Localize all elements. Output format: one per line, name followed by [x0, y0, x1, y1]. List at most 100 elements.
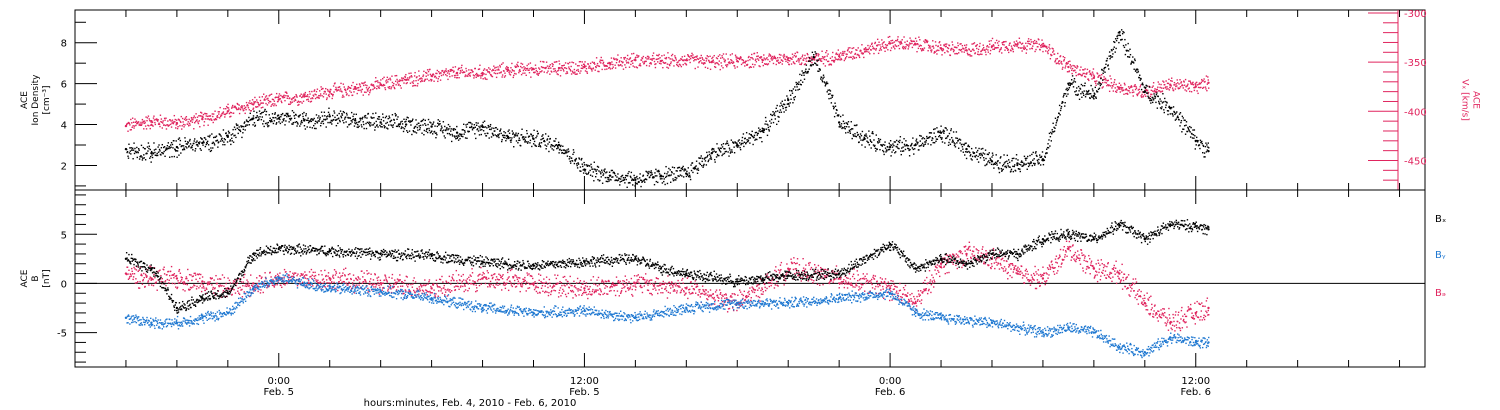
density-series-dot	[233, 135, 235, 137]
density-series-dot	[711, 147, 714, 150]
density-series-dot	[419, 127, 421, 129]
density-series-dot	[567, 151, 569, 153]
density-series-dot	[1099, 84, 1102, 87]
density-series-dot	[617, 173, 619, 175]
density-series-dot	[1187, 127, 1190, 130]
density-series-dot	[1143, 86, 1146, 88]
density-series-dot	[168, 147, 170, 150]
density-series-dot	[580, 170, 582, 172]
density-series-dot	[901, 141, 903, 144]
vx-series-dot	[892, 42, 894, 44]
vx-series-dot	[689, 61, 691, 64]
density-series-dot	[1033, 158, 1035, 160]
density-series-dot	[690, 169, 693, 172]
density-series-dot	[386, 121, 389, 124]
vx-series-dot	[1026, 45, 1028, 47]
density-series-dot	[918, 145, 921, 147]
vx-series-dot	[621, 65, 623, 67]
density-series-dot	[1165, 101, 1168, 103]
density-series-dot	[711, 149, 713, 151]
vx-series-dot	[778, 53, 781, 56]
bz-series-dot	[160, 275, 162, 277]
vx-series-dot	[413, 80, 415, 82]
vx-series-dot	[206, 115, 209, 118]
bz-series-dot	[182, 288, 184, 291]
vx-series-dot	[635, 66, 638, 68]
vx-series-dot	[319, 90, 321, 92]
density-series-dot	[999, 157, 1002, 159]
vx-series-dot	[882, 45, 884, 47]
bz-series-dot	[159, 269, 161, 271]
vx-series-dot	[434, 75, 437, 78]
vx-series-dot	[524, 72, 526, 74]
vx-series-dot	[307, 100, 310, 102]
vx-series-dot	[363, 82, 365, 84]
density-series-dot	[847, 131, 849, 134]
density-series-dot	[602, 173, 605, 175]
density-series-dot	[127, 157, 130, 159]
density-series-dot	[891, 151, 893, 153]
density-series-dot	[263, 120, 265, 122]
vx-series-dot	[594, 66, 597, 68]
vx-series-dot	[432, 73, 434, 75]
density-series-dot	[1087, 90, 1090, 93]
vx-series-dot	[156, 120, 159, 122]
density-series-dot	[1165, 104, 1167, 106]
vx-series-dot	[725, 53, 727, 55]
density-series-dot	[315, 114, 318, 116]
density-series-dot	[708, 151, 710, 153]
vx-series-dot	[467, 73, 470, 76]
density-series-dot	[1111, 49, 1113, 52]
vx-series-point	[1118, 86, 1121, 89]
density-series-dot	[621, 174, 624, 177]
vx-series-point	[1067, 65, 1070, 69]
vx-series-dot	[325, 93, 327, 95]
density-series-dot	[702, 164, 705, 167]
density-series-dot	[1135, 68, 1138, 70]
bz-series-dot	[131, 270, 133, 273]
vx-series-dot	[877, 44, 879, 46]
vx-series-dot	[891, 39, 894, 42]
density-series-dot	[715, 156, 718, 158]
vx-series-dot	[214, 110, 216, 112]
vx-series-dot	[146, 119, 148, 122]
density-series-dot	[989, 161, 991, 164]
density-series-point	[761, 129, 764, 132]
vx-series-dot	[859, 50, 861, 52]
density-series-dot	[1164, 100, 1166, 103]
density-series-dot	[701, 164, 703, 167]
vx-series-dot	[1033, 39, 1036, 42]
density-series-point	[990, 160, 994, 163]
vx-series-dot	[629, 57, 631, 60]
density-series-dot	[969, 151, 971, 154]
density-series-dot	[1064, 105, 1066, 107]
density-series-dot	[128, 143, 130, 145]
density-series-dot	[402, 130, 405, 133]
density-series-dot	[985, 164, 988, 166]
density-series-dot	[1037, 163, 1040, 165]
vx-series-dot	[431, 79, 433, 81]
density-series-dot	[1052, 122, 1054, 125]
density-series-dot	[514, 133, 516, 136]
density-series-dot	[903, 143, 906, 146]
density-series-dot	[303, 125, 306, 127]
density-series-dot	[279, 122, 282, 125]
density-series-point	[226, 135, 230, 139]
density-series-dot	[839, 126, 841, 128]
density-series-dot	[262, 123, 264, 125]
density-series-dot	[748, 137, 750, 139]
density-series-dot	[1155, 93, 1158, 96]
vx-series-dot	[428, 79, 430, 82]
density-series-dot	[869, 139, 871, 141]
density-series-dot	[907, 145, 909, 147]
vx-series-dot	[943, 45, 946, 47]
vx-series-dot	[1064, 65, 1067, 67]
density-series-dot	[821, 79, 823, 81]
density-series-dot	[1183, 128, 1185, 130]
density-series-dot	[412, 130, 414, 132]
vx-series-dot	[1064, 57, 1066, 59]
density-series-dot	[599, 179, 601, 182]
vx-series-dot	[197, 122, 200, 125]
vx-series-dot	[1009, 42, 1011, 44]
vx-series-dot	[136, 122, 138, 125]
